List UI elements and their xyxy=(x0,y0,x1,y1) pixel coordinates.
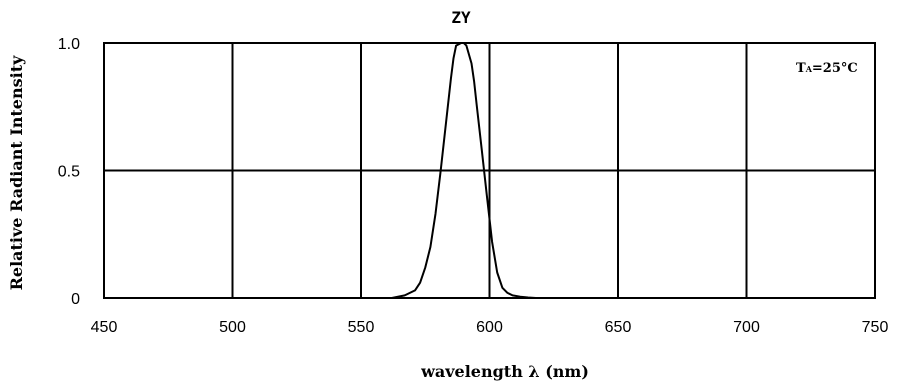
y-axis-label: Relative Radiant Intensity xyxy=(7,55,26,290)
x-tick-label: 600 xyxy=(476,319,503,336)
y-tick-label: 0.5 xyxy=(58,164,80,181)
y-tick-labels: 0 0.5 1.0 xyxy=(58,36,80,308)
x-tick-label: 750 xyxy=(862,319,889,336)
x-tick-label: 650 xyxy=(605,319,632,336)
annotation-rest: =25°C xyxy=(812,61,858,76)
annotation-subscript: A xyxy=(805,64,813,74)
x-tick-label: 450 xyxy=(91,319,118,336)
y-tick-label: 0 xyxy=(71,291,80,308)
series-line xyxy=(391,42,536,299)
annotation-main: T xyxy=(796,61,806,76)
x-axis-label: wavelength λ (nm) xyxy=(420,362,589,381)
x-tick-labels: 450 500 550 600 650 700 750 xyxy=(91,319,889,336)
x-tick-label: 500 xyxy=(219,319,246,336)
y-tick-label: 1.0 xyxy=(58,36,80,53)
plot-frame xyxy=(103,42,876,299)
chart-title: ZY xyxy=(451,8,471,27)
temperature-annotation: TA=25°C xyxy=(796,61,858,76)
x-tick-label: 550 xyxy=(348,319,375,336)
x-tick-label: 700 xyxy=(733,319,760,336)
grid-lines xyxy=(104,43,875,298)
